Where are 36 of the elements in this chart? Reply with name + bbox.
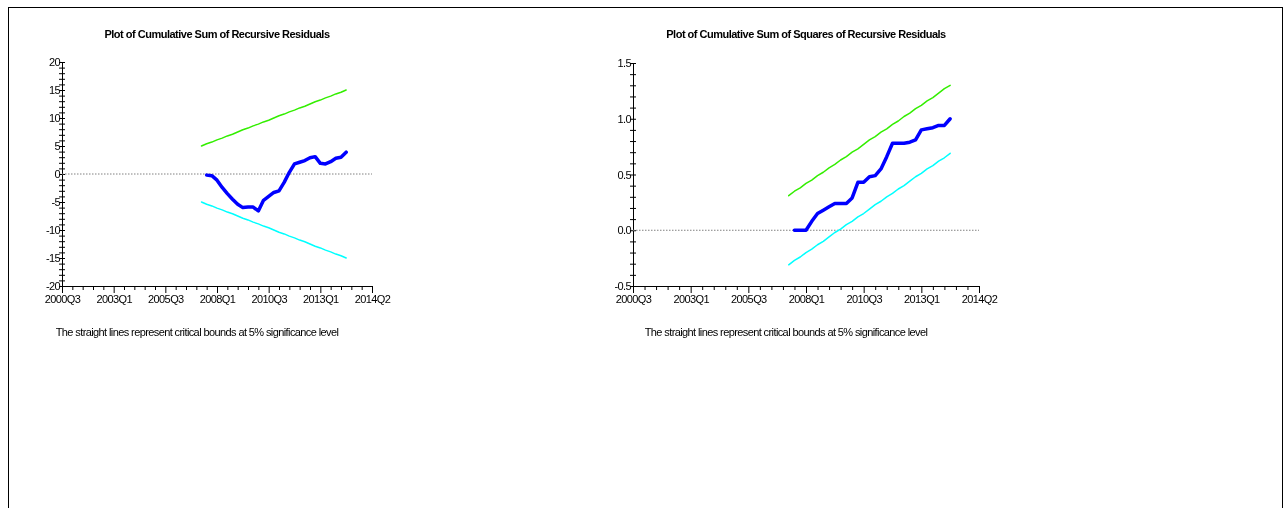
x-tick-label: 2008Q1 xyxy=(788,292,825,305)
chart-title: Plot of Cumulative Sum of Squares of Recursive Residuals xyxy=(666,28,947,40)
line-series xyxy=(200,201,347,259)
x-tick-label: 2010Q3 xyxy=(846,292,883,305)
y-tick-label: -0.5 xyxy=(614,280,632,293)
y-tick-label: -15 xyxy=(45,252,61,265)
text: The straight lines represent critical bounds at 5% significance level xyxy=(644,326,928,338)
y-tick-label: 1.0 xyxy=(617,112,632,125)
x-tick-label: 2000Q3 xyxy=(44,292,81,305)
y-tick-label: 15 xyxy=(48,84,61,97)
x-tick-label: 2005Q3 xyxy=(148,292,185,305)
y-tick-label: -5 xyxy=(51,196,61,209)
x-tick-label: 2003Q1 xyxy=(673,292,710,305)
y-tick-label: -10 xyxy=(45,224,61,237)
x-tick-label: 2003Q1 xyxy=(96,292,133,305)
text: The straight lines represent critical bounds at 5% significance level xyxy=(55,326,339,338)
x-tick-label: 2010Q3 xyxy=(251,292,288,305)
x-tick-label: 2014Q2 xyxy=(961,292,998,305)
y-tick-label: 1.5 xyxy=(617,57,632,70)
x-tick-label: 2000Q3 xyxy=(615,292,652,305)
line-series xyxy=(200,89,347,147)
line-series xyxy=(792,117,952,232)
line-series xyxy=(204,150,348,213)
y-tick-label: 0.5 xyxy=(617,168,632,181)
y-tick-label: 20 xyxy=(48,56,61,69)
x-tick-label: 2005Q3 xyxy=(731,292,768,305)
chart-title: Plot of Cumulative Sum of Recursive Residuals xyxy=(104,28,330,40)
y-tick-label: 0.0 xyxy=(617,224,632,237)
y-tick-label: 10 xyxy=(48,112,61,125)
x-tick-label: 2008Q1 xyxy=(199,292,236,305)
x-tick-label: 2013Q1 xyxy=(303,292,340,305)
line-series xyxy=(787,152,951,266)
y-tick-label: -20 xyxy=(45,280,61,293)
line-series xyxy=(787,84,951,197)
x-tick-label: 2013Q1 xyxy=(904,292,941,305)
x-tick-label: 2014Q2 xyxy=(354,292,391,305)
